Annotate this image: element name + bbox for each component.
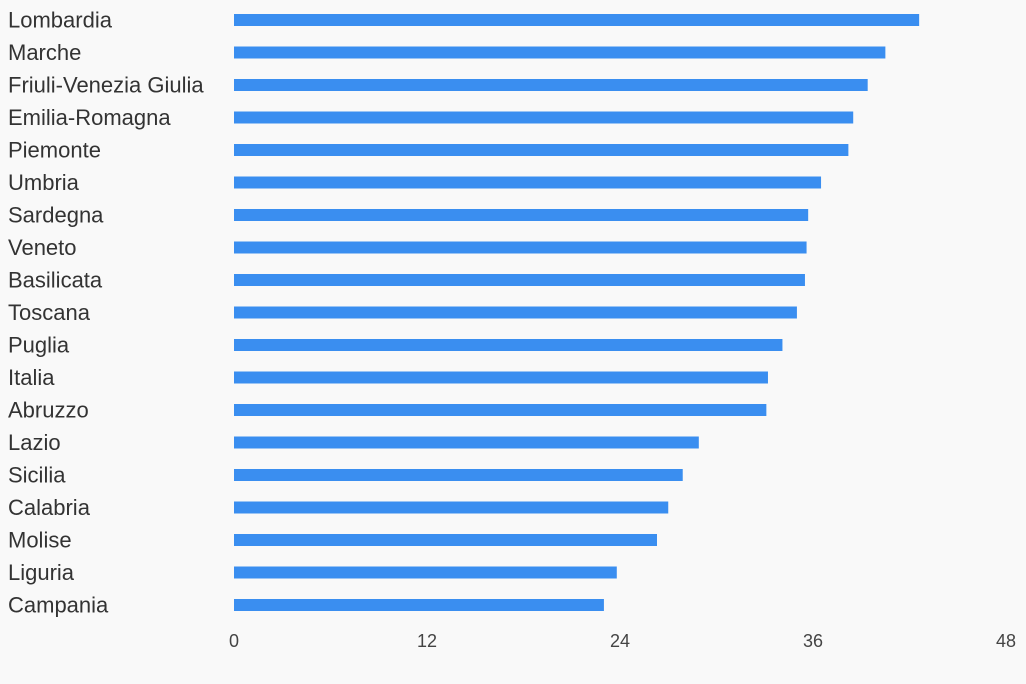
category-label: Basilicata — [8, 268, 103, 293]
category-labels: Lombardia Marche Friuli-Venezia Giulia Emil… — [8, 8, 204, 618]
bar — [234, 566, 617, 579]
category-label: Toscana — [8, 300, 91, 325]
category-label: Italia — [8, 365, 55, 390]
x-axis-ticks: 0 12 24 36 48 — [229, 631, 1016, 651]
category-label: Molise — [8, 528, 72, 553]
bar — [234, 209, 809, 221]
bar — [234, 436, 699, 449]
bar — [234, 469, 683, 481]
bar — [234, 404, 767, 416]
category-label: Abruzzo — [8, 398, 89, 423]
category-label: Veneto — [8, 235, 77, 260]
category-label: Campania — [8, 593, 109, 618]
category-label: Marche — [8, 40, 81, 65]
category-label: Liguria — [8, 560, 75, 585]
bar — [234, 14, 920, 26]
x-tick-label: 48 — [996, 631, 1016, 651]
category-label: Sardegna — [8, 203, 104, 228]
x-tick-label: 0 — [229, 631, 239, 651]
bar — [234, 306, 797, 319]
bar — [234, 176, 822, 189]
bar — [234, 111, 854, 124]
x-tick-label: 24 — [610, 631, 630, 651]
category-label: Sicilia — [8, 463, 66, 488]
x-tick-label: 12 — [417, 631, 437, 651]
category-label: Friuli-Venezia Giulia — [8, 73, 204, 98]
bar — [234, 501, 669, 514]
category-label: Calabria — [8, 495, 91, 520]
bar — [234, 371, 768, 384]
bars — [234, 14, 920, 611]
category-label: Umbria — [8, 170, 80, 195]
bar — [234, 241, 807, 254]
bar — [234, 599, 604, 611]
category-label: Emilia-Romagna — [8, 105, 171, 130]
category-label: Lombardia — [8, 8, 113, 33]
bar — [234, 534, 657, 546]
x-tick-label: 36 — [803, 631, 823, 651]
bar — [234, 79, 868, 91]
bar — [234, 46, 886, 59]
category-label: Lazio — [8, 430, 61, 455]
bar — [234, 274, 805, 286]
category-label: Puglia — [8, 333, 70, 358]
category-label: Piemonte — [8, 138, 101, 163]
bar — [234, 144, 849, 156]
bar — [234, 339, 783, 351]
